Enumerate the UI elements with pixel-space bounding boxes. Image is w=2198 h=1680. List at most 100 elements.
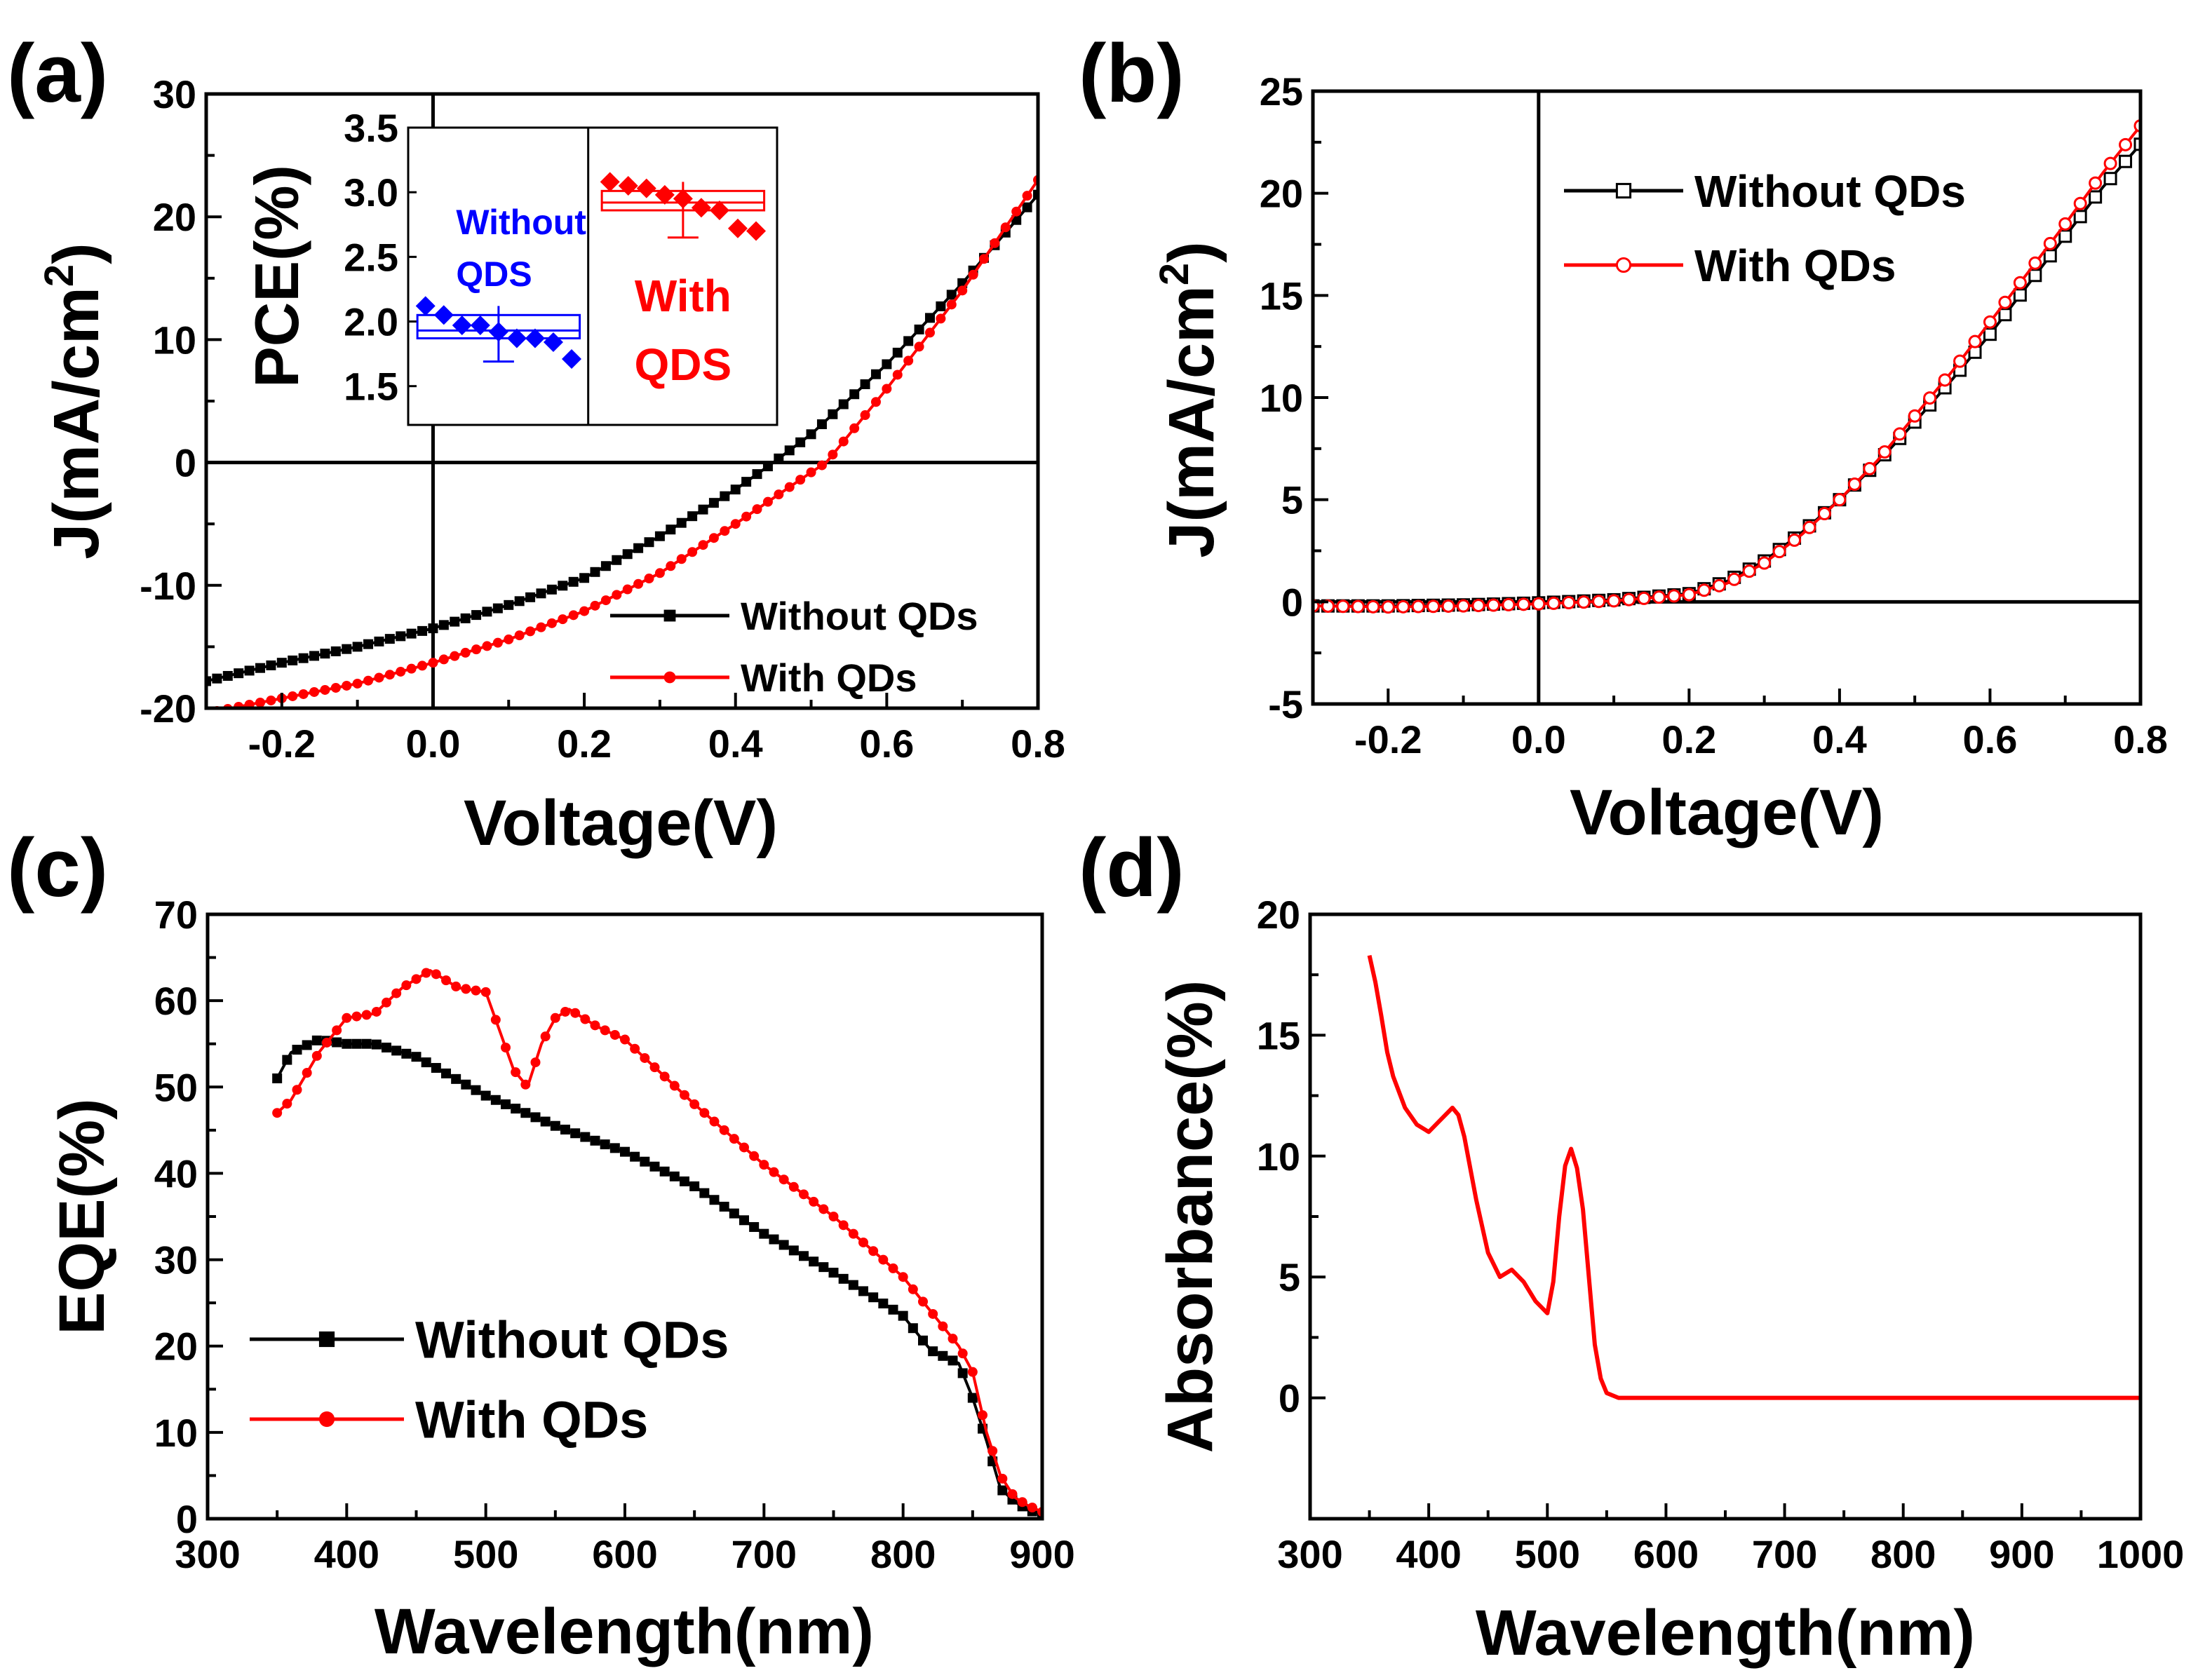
data-point [282,1055,292,1065]
data-point [816,460,827,470]
data-point [2133,137,2140,151]
data-point [352,642,363,652]
data-point [649,1161,660,1172]
data-point [332,1025,342,1036]
data-point [957,285,968,296]
inset-frame [407,126,778,426]
data-point [936,301,946,311]
data-point [471,1085,481,1095]
data-point [888,1263,898,1273]
data-point [849,423,860,433]
panel-b-ylabel-close: ) [1156,241,1227,263]
data-point [480,987,491,997]
data-point [309,651,320,661]
data-point [438,620,449,630]
data-point [1998,295,2012,309]
data-point [849,389,860,400]
data-point [298,653,309,663]
data-point [1697,583,1711,597]
data-point [1742,564,1756,578]
panel-label-a: (a) [7,27,108,120]
data-point [698,540,708,550]
data-point [1968,334,1982,348]
data-point [504,599,514,610]
data-point [560,1124,570,1134]
data-point [730,485,741,495]
data-point [860,379,870,389]
data-point [514,596,525,607]
data-point [918,1296,928,1307]
x-tick-label: 0.0 [406,722,461,766]
data-point [633,543,644,553]
data-point [371,1039,382,1050]
x-tick-label: 800 [870,1532,936,1576]
panel-a-legend: Without QDs With QDs [610,594,978,700]
data-point [351,1038,362,1049]
data-point [908,1284,918,1294]
inset-group-label: QDS [456,255,532,294]
data-point [222,670,233,681]
legend-entry: With QDs [1564,241,1896,291]
data-point [501,1099,511,1109]
data-point [511,1104,521,1114]
data-point [809,1196,819,1207]
legend-entry: With QDs [250,1391,648,1449]
data-point [560,1006,570,1017]
data-point [550,1120,560,1131]
data-point [590,1020,600,1031]
data-point [739,1215,749,1226]
data-point [620,1034,630,1045]
data-point [666,524,676,535]
data-point [1532,597,1546,611]
data-point [490,1015,501,1025]
inset-y-tick-label: 3.0 [344,170,398,215]
panel-b-xlabel: Voltage(V) [1570,777,1884,848]
data-point [482,641,492,651]
panel-c-ticks [206,913,1044,1520]
data-point [490,1095,501,1105]
data-point [708,533,719,543]
x-tick-label: 0.2 [557,722,612,766]
data-point [689,1181,700,1191]
x-tick-label: -0.2 [248,722,316,766]
panel-a: (a) -0.2 0.0 0.2 0.4 0.6 0.8 -20 -10 0 10 20 30 1.5… [7,27,1065,859]
panel-d-xlabel: Wavelength(nm) [1476,1597,1975,1669]
data-point [461,1079,471,1090]
data-point [600,595,611,606]
y-tick-label: 15 [1257,1013,1300,1057]
data-point [1938,373,1952,387]
panel-c-plot-data [272,968,1042,1519]
x-tick-label: 400 [314,1532,379,1576]
x-tick-label: 1000 [2097,1532,2185,1576]
inset-point [488,322,508,342]
data-point [698,504,708,515]
panel-d-plot-data [1367,954,2140,1400]
x-tick-label: 0.6 [1963,717,2018,761]
panel-c-xlabel: Wavelength(nm) [375,1596,874,1667]
panel-d-ylabel: Absorbance(%) [1154,980,1226,1454]
data-point [838,436,849,447]
x-tick-label: 900 [1989,1532,2054,1576]
data-point [918,1335,928,1346]
data-point [374,636,384,646]
inset-point [525,328,545,348]
data-point [903,355,914,366]
data-point [1847,477,1861,492]
data-point [799,1189,809,1200]
data-point [342,680,352,691]
data-point [795,437,806,447]
data-point [536,622,546,632]
data-point [568,610,579,621]
data-point [2058,217,2072,231]
data-point [546,584,557,595]
data-point [342,1012,352,1023]
data-point [2043,249,2057,263]
data-point [536,588,546,599]
data-point [1622,592,1636,607]
data-point [699,1108,710,1118]
data-point [882,384,892,394]
data-point [762,461,773,472]
data-point [741,477,752,487]
data-point [600,561,611,571]
data-point [450,651,460,661]
